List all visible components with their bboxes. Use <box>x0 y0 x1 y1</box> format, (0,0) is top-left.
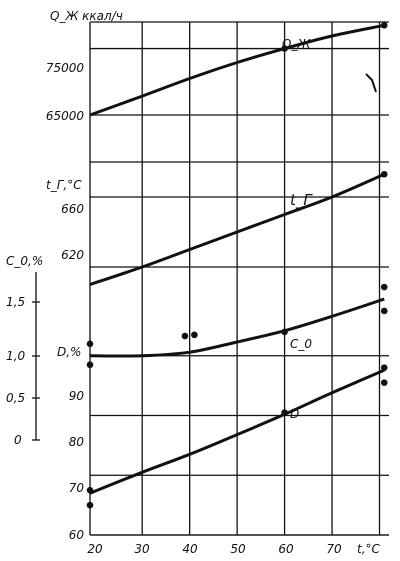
x-tick-label: 20 <box>87 542 103 556</box>
scan-mark <box>365 73 377 93</box>
x-tick-label: 30 <box>134 542 150 556</box>
x-axis-title: t,°C <box>357 542 381 556</box>
t-tick-label: 660 <box>61 202 84 216</box>
data-point-Q_Ж <box>281 45 288 52</box>
series-curve-C_0 <box>89 297 385 358</box>
series-curve-D <box>89 368 385 495</box>
d-axis-title: D,% <box>57 345 81 359</box>
curve-layer <box>89 23 385 495</box>
t-axis-title: t_Г,°C <box>46 178 82 192</box>
q-axis-title: Q_Ж ккал/ч <box>50 9 123 23</box>
data-point-C_0 <box>191 331 198 339</box>
d-tick-label: 60 <box>69 528 85 542</box>
c0-tick-label: 0,5 <box>6 391 25 405</box>
data-point-t_Г <box>380 170 388 178</box>
t-tick-label: 620 <box>61 248 84 262</box>
data-point-D <box>86 501 94 509</box>
x-tick-label: 60 <box>278 542 294 556</box>
data-point-D <box>86 486 94 494</box>
c0-tick-label: 1,0 <box>6 349 25 363</box>
d-tick-label: 70 <box>69 481 85 495</box>
series-label-q: Q_Ж <box>282 37 311 51</box>
series-curve-Q_Ж <box>89 23 385 117</box>
d-tick-label: 90 <box>69 389 85 403</box>
data-point-D <box>281 409 288 416</box>
x-tick-label: 70 <box>326 542 342 556</box>
q-tick-label: 75000 <box>46 61 85 75</box>
c0-axis-title: C_0,% <box>6 254 43 268</box>
point-layer <box>86 22 388 509</box>
x-tick-label: 40 <box>182 542 198 556</box>
series-label-d: D <box>290 407 299 421</box>
data-point-C_0 <box>281 328 288 336</box>
c0-tick-label: 1,5 <box>6 295 25 309</box>
series-label-c0: C_0 <box>290 337 312 351</box>
series-label-t: t_Г <box>290 191 313 210</box>
grid-layer <box>89 21 389 536</box>
data-point-Q_Ж <box>380 22 388 29</box>
data-point-C_0 <box>86 361 94 369</box>
data-point-C_0 <box>181 332 189 340</box>
data-point-D <box>380 364 388 372</box>
data-point-C_0 <box>380 307 388 315</box>
d-tick-label: 80 <box>69 435 85 449</box>
data-point-D <box>380 379 388 386</box>
series-curve-t_Г <box>89 172 385 286</box>
data-point-C_0 <box>86 340 94 348</box>
c0-tick-label: 0 <box>14 433 22 447</box>
data-point-C_0 <box>380 283 388 291</box>
x-tick-label: 50 <box>230 542 246 556</box>
q-tick-label: 65000 <box>46 109 85 123</box>
